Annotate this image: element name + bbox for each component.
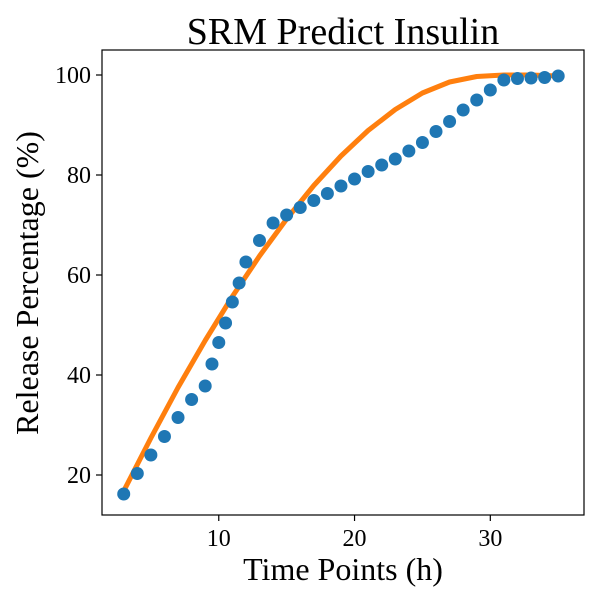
- data-point: [334, 179, 348, 193]
- data-point: [361, 165, 375, 178]
- data-point: [232, 276, 246, 290]
- y-tick-label: 20: [67, 463, 91, 489]
- data-point: [375, 158, 389, 172]
- data-point: [185, 393, 199, 406]
- x-tick-label: 20: [343, 526, 367, 552]
- fit-curve-layer: [121, 72, 561, 494]
- data-point: [225, 295, 239, 309]
- data-point: [470, 93, 484, 107]
- data-point: [538, 71, 552, 84]
- x-axis-title: Time Points (h): [243, 551, 443, 587]
- data-point: [219, 316, 233, 330]
- data-point: [510, 72, 524, 85]
- fit-curve: [121, 72, 561, 494]
- data-point: [524, 71, 538, 85]
- data-point: [388, 152, 402, 166]
- chart-title: SRM Predict Insulin: [187, 11, 499, 53]
- plot-frame: [101, 49, 585, 516]
- y-axis-title: Release Percentage (%): [9, 131, 45, 435]
- data-point: [117, 487, 131, 501]
- data-point: [198, 379, 212, 393]
- data-point: [320, 187, 334, 200]
- data-point: [239, 255, 253, 269]
- y-axis-ticks: 20 40 60 80 100: [55, 63, 102, 489]
- data-point: [205, 357, 219, 371]
- data-point: [551, 69, 565, 83]
- y-tick-label: 80: [67, 163, 91, 189]
- data-point: [402, 144, 416, 158]
- x-tick-label: 10: [207, 526, 231, 552]
- data-point: [212, 336, 226, 349]
- data-point: [429, 125, 443, 138]
- data-point: [483, 83, 497, 97]
- data-point: [293, 201, 307, 214]
- data-point: [443, 115, 457, 128]
- data-point: [253, 234, 266, 247]
- data-point: [171, 411, 185, 424]
- data-point: [456, 103, 470, 117]
- data-point: [415, 136, 429, 149]
- data-point: [266, 216, 280, 230]
- data-point: [144, 448, 158, 462]
- x-tick-label: 30: [478, 526, 502, 552]
- x-axis-ticks: 10 20 30: [207, 515, 502, 552]
- data-point: [348, 172, 362, 186]
- data-points-layer: [117, 69, 565, 501]
- y-tick-label: 40: [67, 363, 91, 389]
- y-tick-label: 60: [67, 263, 91, 289]
- data-point: [280, 208, 294, 222]
- data-point: [307, 194, 321, 207]
- data-point: [130, 467, 144, 480]
- y-tick-label: 100: [55, 63, 91, 89]
- data-point: [157, 430, 171, 443]
- data-point: [497, 73, 511, 87]
